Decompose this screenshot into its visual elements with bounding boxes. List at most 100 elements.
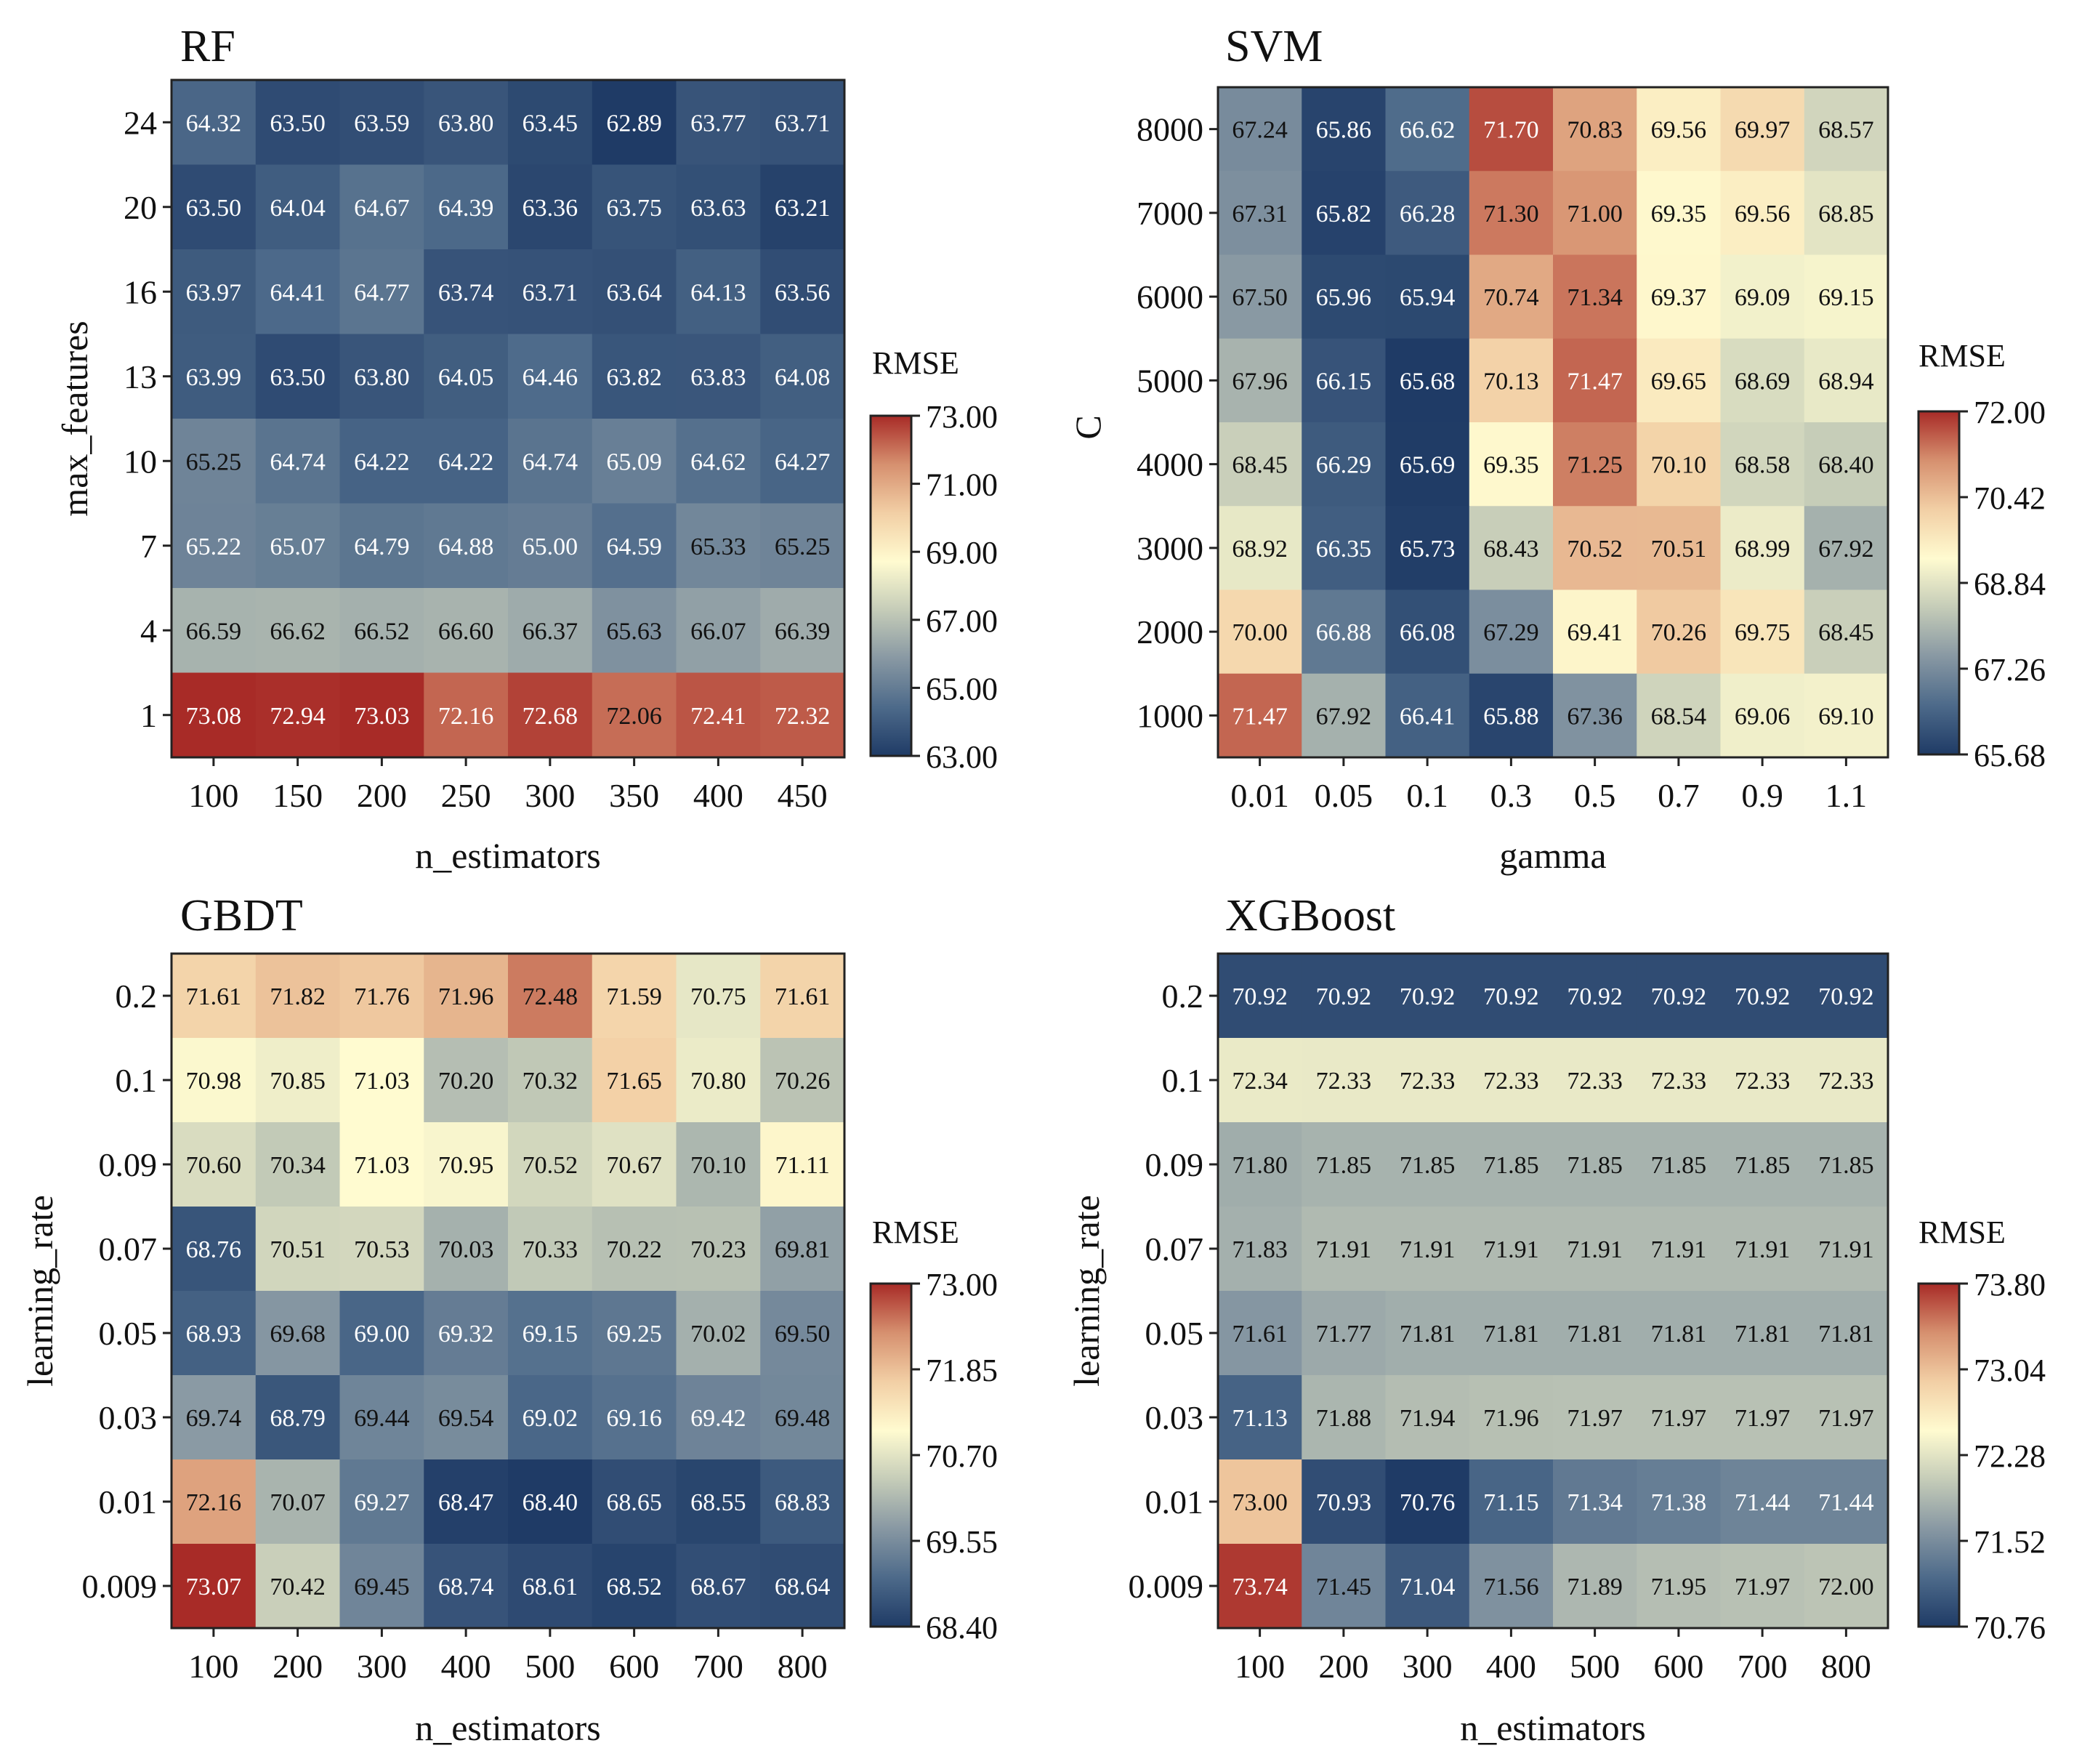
x-axis-label-gbdt: n_estimators <box>415 1707 601 1748</box>
x-tick-label: 600 <box>1653 1648 1703 1685</box>
heatmap-cell <box>1469 422 1554 507</box>
heatmap-cell <box>1218 673 1302 758</box>
heatmap-cell <box>676 1038 761 1123</box>
heatmap-cell <box>1385 506 1470 591</box>
heatmap-cell <box>592 334 677 419</box>
heatmap-cell <box>1804 954 1889 1039</box>
heatmap-cell <box>1469 1459 1554 1544</box>
heatmap-cell <box>676 249 761 335</box>
cell-value-label: 65.73 <box>1400 536 1456 563</box>
heatmap-cell <box>424 1459 509 1544</box>
cell-value-label: 71.11 <box>775 1152 830 1179</box>
x-tick-label: 200 <box>1318 1648 1368 1685</box>
heatmap-cell <box>592 954 677 1039</box>
heatmap-cell <box>339 164 424 250</box>
heatmap-cell <box>1218 1122 1302 1207</box>
heatmap-cell <box>1218 954 1302 1039</box>
colorbar-xgboost: RMSE 70.76 71.52 72.28 73.04 73.80 <box>1917 1215 2046 1646</box>
cell-value-label: 70.53 <box>354 1236 410 1263</box>
heatmap-cell <box>1469 673 1554 758</box>
cell-value-label: 70.23 <box>690 1236 746 1263</box>
cell-value-label: 71.94 <box>1400 1405 1456 1432</box>
cell-value-label: 71.65 <box>606 1068 662 1095</box>
heatmap-cell <box>592 1375 677 1460</box>
heatmap-cell <box>760 1207 845 1292</box>
cell-value-label: 71.76 <box>354 983 410 1010</box>
cell-value-label: 71.80 <box>1232 1152 1288 1179</box>
cell-value-label: 65.00 <box>522 533 578 560</box>
heatmap-cell <box>1637 1038 1722 1123</box>
heatmap-cell <box>255 419 341 504</box>
heatmap-cell <box>508 1122 593 1207</box>
cell-value-label: 71.81 <box>1567 1321 1623 1348</box>
heatmap-cells-svm: 67.24 65.86 66.62 71.70 70.83 69.56 69.97 68.57… <box>1218 87 1889 758</box>
cell-value-label: 63.80 <box>438 110 494 137</box>
heatmap-cell <box>760 954 845 1039</box>
cell-value-label: 69.15 <box>522 1321 578 1348</box>
x-tick-label: 450 <box>778 777 828 814</box>
heatmap-cell <box>1302 1459 1387 1544</box>
cell-value-label: 71.03 <box>354 1068 410 1095</box>
heatmap-cell <box>1637 589 1722 674</box>
y-tick-label: 7 <box>140 528 157 565</box>
heatmap-cell <box>676 1122 761 1207</box>
cell-value-label: 72.33 <box>1567 1068 1623 1095</box>
cell-value-label: 70.42 <box>270 1574 326 1600</box>
cell-value-label: 69.45 <box>354 1574 410 1600</box>
heatmap-cell <box>172 80 257 166</box>
x-tick-label: 0.9 <box>1741 777 1783 814</box>
heatmap-cell <box>1469 506 1554 591</box>
heatmap-cell <box>255 1544 341 1629</box>
cell-value-label: 68.83 <box>775 1489 831 1516</box>
heatmap-cell <box>1302 87 1387 172</box>
cell-value-label: 64.13 <box>690 279 746 306</box>
heatmap-cell <box>339 1038 424 1123</box>
heatmap-cell <box>1469 1207 1554 1292</box>
heatmap-cell <box>592 1207 677 1292</box>
heatmap-cell <box>676 419 761 504</box>
cell-value-label: 73.07 <box>186 1574 242 1600</box>
cell-value-label: 71.83 <box>1232 1236 1288 1263</box>
y-tick-label: 0.09 <box>1145 1146 1204 1183</box>
heatmap-cell <box>760 80 845 166</box>
heatmap-cell <box>339 80 424 166</box>
cell-value-label: 66.52 <box>354 618 410 645</box>
cell-value-label: 69.00 <box>354 1321 410 1348</box>
heatmap-cell <box>1553 954 1637 1039</box>
heatmap-cell <box>760 1459 845 1544</box>
y-tick-label: 0.2 <box>1162 978 1204 1015</box>
cell-value-label: 69.09 <box>1735 284 1791 311</box>
cell-value-label: 71.96 <box>438 983 494 1010</box>
cell-value-label: 64.22 <box>354 448 410 475</box>
heatmap-cell <box>1302 171 1387 256</box>
cell-value-label: 64.27 <box>775 448 831 475</box>
cell-value-label: 68.64 <box>775 1574 831 1600</box>
heatmap-cell <box>339 334 424 419</box>
cell-value-label: 71.97 <box>1818 1405 1874 1432</box>
heatmap-cell <box>1218 1544 1302 1629</box>
y-tick-label: 0.03 <box>1145 1399 1204 1436</box>
cell-value-label: 69.27 <box>354 1489 410 1516</box>
cell-value-label: 63.50 <box>186 195 242 222</box>
colorbar-gradient-xgboost <box>1918 1284 1959 1627</box>
cell-value-label: 71.61 <box>775 983 831 1010</box>
heatmap-cell <box>1302 338 1387 423</box>
heatmap-cell <box>172 1375 257 1460</box>
cell-value-label: 71.91 <box>1567 1236 1623 1263</box>
heatmap-cell <box>1469 1122 1554 1207</box>
heatmap-cell <box>1218 338 1302 423</box>
heatmap-cell <box>1720 1544 1805 1629</box>
cell-value-label: 71.38 <box>1651 1489 1707 1516</box>
cell-value-label: 64.88 <box>438 533 494 560</box>
heatmap-cell <box>255 1459 341 1544</box>
cell-value-label: 71.85 <box>1316 1152 1372 1179</box>
cell-value-label: 68.40 <box>1818 452 1874 479</box>
cell-value-label: 63.74 <box>438 279 494 306</box>
heatmap-cell <box>424 80 509 166</box>
cell-value-label: 71.44 <box>1735 1489 1791 1516</box>
y-tick-label: 0.05 <box>99 1315 158 1352</box>
cell-value-label: 72.00 <box>1818 1574 1874 1600</box>
heatmap-cell <box>172 164 257 250</box>
heatmap-cell <box>1637 506 1722 591</box>
